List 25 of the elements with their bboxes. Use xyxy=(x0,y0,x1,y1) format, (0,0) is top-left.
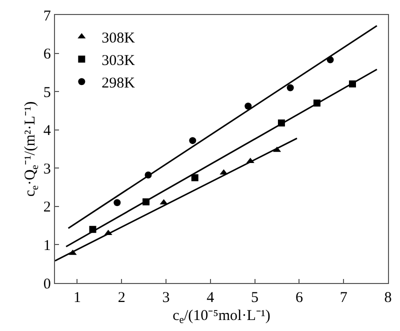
y-tick-label: 5 xyxy=(43,84,51,101)
legend-label: 308K xyxy=(102,30,136,46)
x-tick-label: 5 xyxy=(251,290,259,306)
point xyxy=(244,102,252,110)
x-axis-title: c$_{e}$/(10⁻⁵mol·L⁻¹) xyxy=(172,308,270,326)
x-tick-label: 4 xyxy=(206,290,215,306)
y-tick-label: 0 xyxy=(43,276,51,292)
y-tick-label: 6 xyxy=(43,46,52,63)
point xyxy=(286,84,294,92)
point xyxy=(191,174,198,182)
point xyxy=(114,199,121,206)
y-tick-label: 4 xyxy=(43,123,52,140)
point xyxy=(189,137,196,144)
x-tick-label: 6 xyxy=(295,290,304,306)
legend-label: 298K xyxy=(102,75,136,92)
legend-label: 303K xyxy=(102,52,136,69)
y-tick-label: 3 xyxy=(43,161,51,178)
x-tick-label: 1 xyxy=(73,290,81,306)
x-tick-label: 3 xyxy=(162,290,170,306)
y-tick-label: 2 xyxy=(43,200,51,216)
x-tick-label: 2 xyxy=(118,290,126,306)
y-tick-label: 7 xyxy=(43,8,52,24)
y-tick-label: 1 xyxy=(43,238,51,254)
x-tick-label: 8 xyxy=(384,290,392,306)
x-tick-label: 7 xyxy=(340,290,348,306)
